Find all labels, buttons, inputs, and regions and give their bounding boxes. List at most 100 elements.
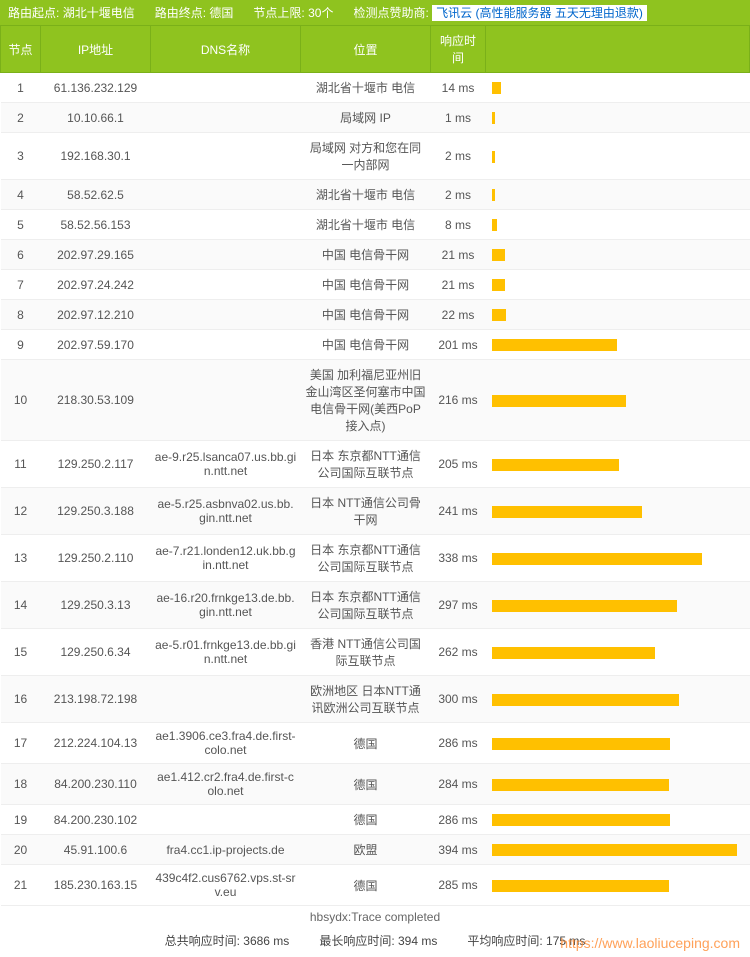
- table-row: 3192.168.30.1局域网 对方和您在同一内部网2 ms: [1, 133, 750, 180]
- cell-dns: [151, 360, 301, 441]
- cell-ip: 185.230.163.15: [41, 865, 151, 906]
- cell-location: 中国 电信骨干网: [301, 240, 431, 270]
- cell-ip: 202.97.24.242: [41, 270, 151, 300]
- cell-response-time: 2 ms: [431, 133, 486, 180]
- cell-response-time: 300 ms: [431, 676, 486, 723]
- cell-response-time: 241 ms: [431, 488, 486, 535]
- cell-bar: [486, 723, 750, 764]
- sponsor-wrap: 飞讯云 (高性能服务器 五天无理由退款): [432, 5, 647, 21]
- table-head: 节点 IP地址 DNS名称 位置 响应时间: [1, 26, 750, 73]
- cell-location: 德国: [301, 764, 431, 805]
- table-row: 9202.97.59.170中国 电信骨干网201 ms: [1, 330, 750, 360]
- cell-location: 局域网 IP: [301, 103, 431, 133]
- latency-bar: [492, 395, 626, 407]
- cell-dns: [151, 676, 301, 723]
- cell-bar: [486, 240, 750, 270]
- sponsor-label: 检测点赞助商:: [353, 6, 428, 20]
- cell-ip: 84.200.230.102: [41, 805, 151, 835]
- cell-bar: [486, 330, 750, 360]
- route-origin-label: 路由起点:: [8, 6, 59, 20]
- cell-node: 20: [1, 835, 41, 865]
- table-row: 210.10.66.1 局域网 IP1 ms: [1, 103, 750, 133]
- cell-node: 8: [1, 300, 41, 330]
- cell-response-time: 201 ms: [431, 330, 486, 360]
- cell-dns: ae-9.r25.lsanca07.us.bb.gin.ntt.net: [151, 441, 301, 488]
- cell-dns: ae-5.r01.frnkge13.de.bb.gin.ntt.net: [151, 629, 301, 676]
- cell-dns: [151, 270, 301, 300]
- latency-bar: [492, 339, 617, 351]
- cell-dns: [151, 805, 301, 835]
- cell-ip: 202.97.59.170: [41, 330, 151, 360]
- table-body: 161.136.232.129湖北省十堰市 电信14 ms210.10.66.1…: [1, 73, 750, 906]
- cell-dns: [151, 210, 301, 240]
- cell-node: 9: [1, 330, 41, 360]
- table-row: 6202.97.29.165中国 电信骨干网21 ms: [1, 240, 750, 270]
- cell-dns: [151, 103, 301, 133]
- cell-node: 14: [1, 582, 41, 629]
- table-row: 8202.97.12.210中国 电信骨干网22 ms: [1, 300, 750, 330]
- stat-total: 总共响应时间: 3686 ms: [165, 932, 290, 949]
- table-row: 17212.224.104.13ae1.3906.ce3.fra4.de.fir…: [1, 723, 750, 764]
- table-row: 14129.250.3.13ae-16.r20.frnkge13.de.bb.g…: [1, 582, 750, 629]
- cell-bar: [486, 865, 750, 906]
- cell-response-time: 1 ms: [431, 103, 486, 133]
- cell-bar: [486, 441, 750, 488]
- table-row: 21185.230.163.15439c4f2.cus6762.vps.st-s…: [1, 865, 750, 906]
- latency-bar: [492, 694, 679, 706]
- latency-bar: [492, 112, 495, 124]
- latency-bar: [492, 249, 505, 261]
- cell-node: 13: [1, 535, 41, 582]
- cell-ip: 202.97.12.210: [41, 300, 151, 330]
- col-header-bar: [486, 26, 750, 73]
- cell-ip: 192.168.30.1: [41, 133, 151, 180]
- cell-dns: [151, 133, 301, 180]
- col-header-ip: IP地址: [41, 26, 151, 73]
- cell-node: 5: [1, 210, 41, 240]
- cell-dns: ae-7.r21.londen12.uk.bb.gin.ntt.net: [151, 535, 301, 582]
- cell-node: 15: [1, 629, 41, 676]
- node-max-label: 节点上限:: [253, 6, 304, 20]
- cell-response-time: 8 ms: [431, 210, 486, 240]
- stat-avg: 平均响应时间: 175 ms: [467, 932, 585, 949]
- table-row: 12129.250.3.188ae-5.r25.asbnva02.us.bb.g…: [1, 488, 750, 535]
- cell-location: 中国 电信骨干网: [301, 300, 431, 330]
- sponsor-link[interactable]: 飞讯云: [436, 6, 472, 20]
- cell-location: 湖北省十堰市 电信: [301, 180, 431, 210]
- cell-dns: fra4.cc1.ip-projects.de: [151, 835, 301, 865]
- cell-bar: [486, 805, 750, 835]
- cell-location: 日本 东京都NTT通信公司国际互联节点: [301, 441, 431, 488]
- cell-node: 2: [1, 103, 41, 133]
- latency-bar: [492, 779, 669, 791]
- cell-location: 中国 电信骨干网: [301, 270, 431, 300]
- cell-ip: 213.198.72.198: [41, 676, 151, 723]
- latency-bar: [492, 647, 655, 659]
- cell-node: 10: [1, 360, 41, 441]
- latency-bar: [492, 219, 497, 231]
- table-row: 11129.250.2.117ae-9.r25.lsanca07.us.bb.g…: [1, 441, 750, 488]
- cell-response-time: 21 ms: [431, 240, 486, 270]
- cell-location: 德国: [301, 723, 431, 764]
- cell-response-time: 216 ms: [431, 360, 486, 441]
- latency-bar: [492, 844, 737, 856]
- table-row: 458.52.62.5湖北省十堰市 电信2 ms: [1, 180, 750, 210]
- cell-bar: [486, 103, 750, 133]
- cell-bar: [486, 835, 750, 865]
- cell-dns: [151, 180, 301, 210]
- cell-dns: [151, 240, 301, 270]
- cell-response-time: 297 ms: [431, 582, 486, 629]
- cell-dns: ae1.3906.ce3.fra4.de.first-colo.net: [151, 723, 301, 764]
- cell-node: 3: [1, 133, 41, 180]
- cell-response-time: 284 ms: [431, 764, 486, 805]
- latency-bar: [492, 814, 670, 826]
- cell-response-time: 286 ms: [431, 805, 486, 835]
- cell-bar: [486, 133, 750, 180]
- cell-ip: 129.250.2.117: [41, 441, 151, 488]
- cell-location: 日本 NTT通信公司骨干网: [301, 488, 431, 535]
- sponsor: 检测点赞助商: 飞讯云 (高性能服务器 五天无理由退款): [353, 4, 646, 21]
- route-origin: 路由起点: 湖北十堰电信: [8, 4, 135, 21]
- cell-node: 12: [1, 488, 41, 535]
- cell-bar: [486, 180, 750, 210]
- cell-ip: 129.250.6.34: [41, 629, 151, 676]
- cell-ip: 10.10.66.1: [41, 103, 151, 133]
- cell-response-time: 338 ms: [431, 535, 486, 582]
